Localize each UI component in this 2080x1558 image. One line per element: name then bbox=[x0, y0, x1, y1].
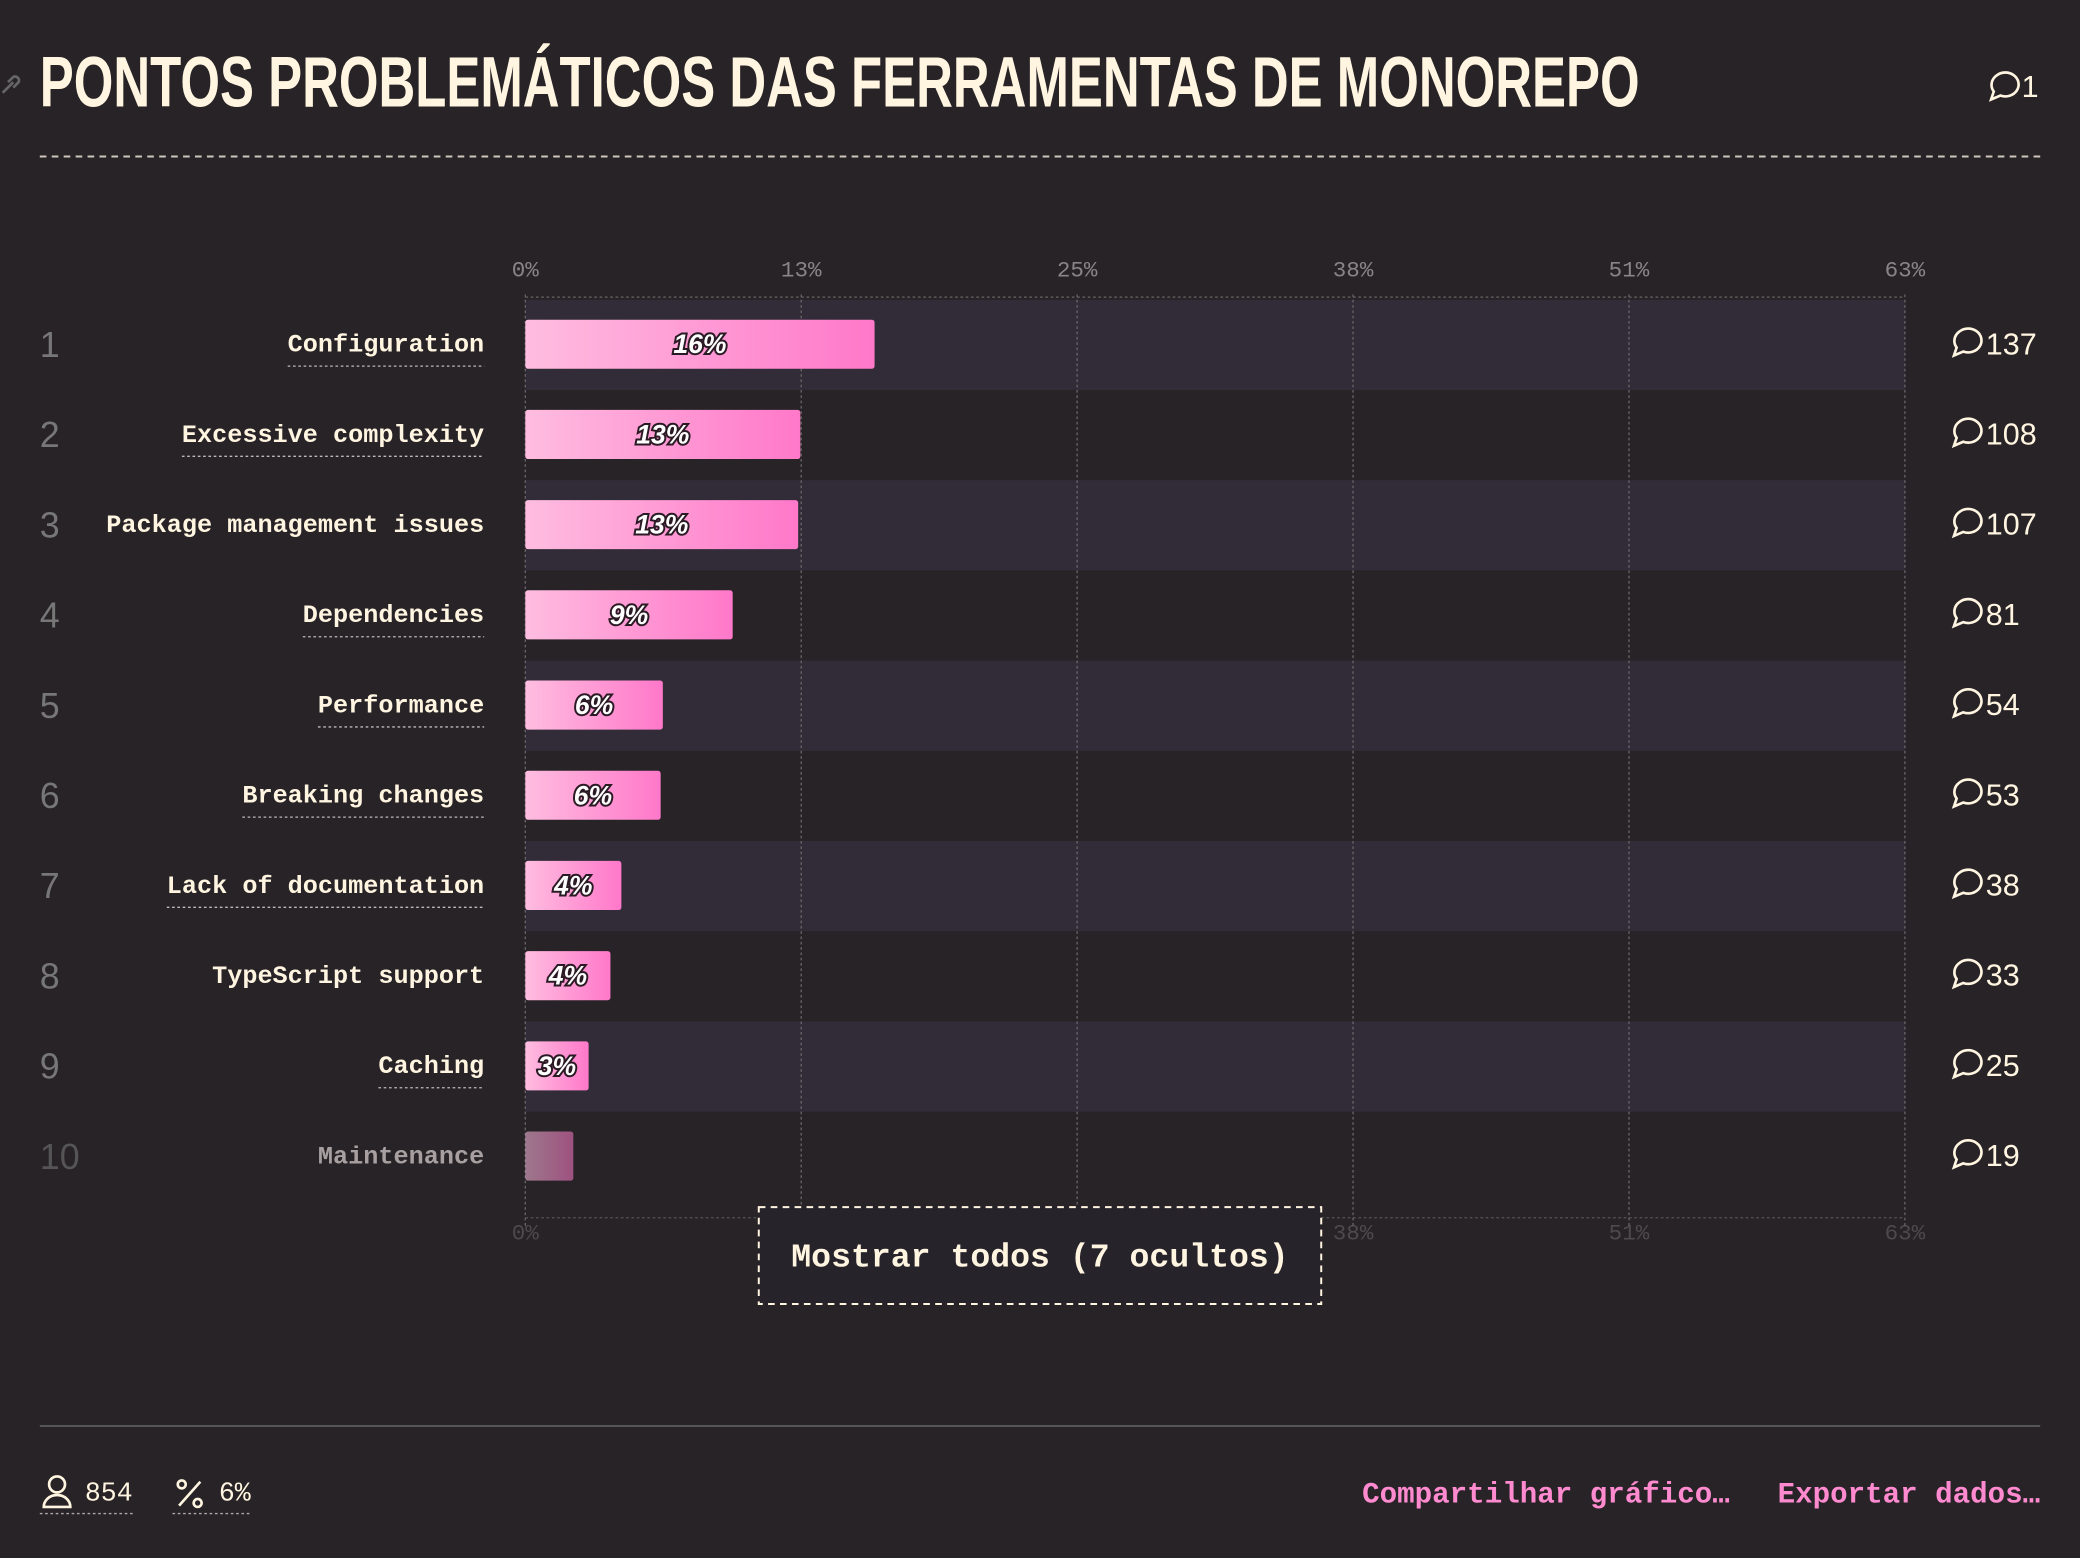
show-all-button[interactable] bbox=[757, 1206, 1323, 1305]
bar bbox=[525, 1041, 589, 1091]
rank: 10 bbox=[40, 1137, 80, 1177]
value-label: 6% bbox=[575, 690, 613, 720]
count: 107 bbox=[1986, 508, 2037, 542]
comment-icon bbox=[1951, 417, 1983, 449]
row-stripe bbox=[525, 841, 1905, 932]
x-tick-label: 0% bbox=[512, 258, 540, 284]
row-stripe bbox=[525, 660, 1905, 751]
comment-icon bbox=[1951, 1139, 1983, 1170]
comment-icon[interactable] bbox=[1988, 71, 2020, 102]
comment-icon bbox=[1951, 1048, 1983, 1080]
comment-count[interactable]: 1 bbox=[2022, 70, 2039, 104]
x-tick-label: 63% bbox=[1885, 258, 1926, 284]
respondents: 854 bbox=[85, 1479, 133, 1509]
value-label: 4% bbox=[548, 961, 587, 991]
comment-icon bbox=[1951, 327, 1983, 358]
x-tick-label: 38% bbox=[1333, 258, 1374, 284]
link-icon bbox=[1, 75, 21, 94]
category-label[interactable]: Lack of documentation bbox=[167, 872, 484, 901]
rank: 7 bbox=[40, 866, 60, 906]
category-label[interactable]: Caching bbox=[378, 1052, 484, 1081]
category-label[interactable]: Excessive complexity bbox=[182, 421, 484, 450]
rank: 1 bbox=[40, 325, 60, 365]
comment-icon bbox=[1951, 778, 1983, 809]
comment-icon bbox=[1951, 507, 1983, 539]
row-stripe bbox=[525, 1021, 1905, 1112]
value-label: 9% bbox=[610, 600, 648, 630]
value-label: 16% bbox=[673, 329, 726, 359]
count: 19 bbox=[1986, 1139, 2020, 1173]
icon-body bbox=[42, 1493, 72, 1509]
category-label[interactable]: Dependencies bbox=[303, 601, 484, 630]
category-label[interactable]: Breaking changes bbox=[242, 782, 484, 811]
value-label: 4% bbox=[553, 870, 592, 900]
value-label: 13% bbox=[636, 419, 689, 449]
bar bbox=[525, 860, 622, 910]
count: 25 bbox=[1986, 1049, 2020, 1083]
category-label[interactable]: Maintenance bbox=[318, 1142, 484, 1171]
count: 137 bbox=[1986, 327, 2037, 361]
rank: 5 bbox=[40, 686, 60, 726]
category-label[interactable]: Configuration bbox=[288, 331, 485, 360]
bar bbox=[525, 951, 611, 1001]
count: 53 bbox=[1986, 778, 2020, 812]
bar bbox=[525, 319, 875, 369]
icon-dot bbox=[176, 1479, 188, 1490]
value-label: 13% bbox=[635, 510, 688, 540]
rank: 2 bbox=[40, 415, 60, 455]
bar bbox=[525, 590, 733, 640]
count: 33 bbox=[1986, 959, 2020, 993]
share-link[interactable]: Compartilhar gráfico… bbox=[1362, 1479, 1730, 1512]
bar bbox=[525, 500, 799, 550]
bar bbox=[525, 409, 801, 459]
show-all-label[interactable]: Mostrar todos (7 ocultos) bbox=[791, 1238, 1288, 1276]
count: 108 bbox=[1986, 417, 2037, 451]
count: 81 bbox=[1986, 598, 2020, 632]
comment-icon bbox=[1951, 868, 1983, 900]
comment-icon bbox=[1951, 958, 1983, 990]
bar bbox=[525, 770, 661, 820]
category-label[interactable]: Performance bbox=[318, 691, 484, 720]
count: 38 bbox=[1986, 869, 2020, 903]
value-label: 6% bbox=[574, 780, 612, 810]
x-tick-label: 13% bbox=[781, 258, 822, 284]
icon-dot bbox=[192, 1497, 203, 1509]
rank: 4 bbox=[40, 596, 60, 636]
rank: 9 bbox=[40, 1047, 60, 1087]
rank: 8 bbox=[40, 956, 60, 996]
comment-icon bbox=[1951, 597, 1983, 629]
count: 54 bbox=[1986, 688, 2020, 722]
respondents-icon bbox=[42, 1475, 72, 1509]
x-tick-label: 25% bbox=[1057, 258, 1098, 284]
rank: 3 bbox=[40, 505, 60, 545]
rank: 6 bbox=[40, 776, 60, 816]
x-tick-label: 51% bbox=[1609, 258, 1650, 284]
comment-icon bbox=[1951, 688, 1983, 719]
chart-title: PONTOS PROBLEMÁTICOS DAS FERRAMENTAS DE … bbox=[40, 42, 1640, 122]
export-link[interactable]: Exportar dados… bbox=[1778, 1479, 2041, 1512]
icon-head bbox=[47, 1475, 67, 1494]
percent-label: 6% bbox=[219, 1479, 251, 1509]
value-label: 3% bbox=[538, 1051, 576, 1081]
category-label[interactable]: Package management issues bbox=[106, 511, 484, 540]
percent-icon bbox=[176, 1479, 203, 1509]
icon-slash bbox=[178, 1480, 202, 1507]
bar bbox=[525, 680, 663, 730]
category-label[interactable]: TypeScript support bbox=[212, 962, 484, 991]
bar bbox=[525, 1131, 574, 1181]
